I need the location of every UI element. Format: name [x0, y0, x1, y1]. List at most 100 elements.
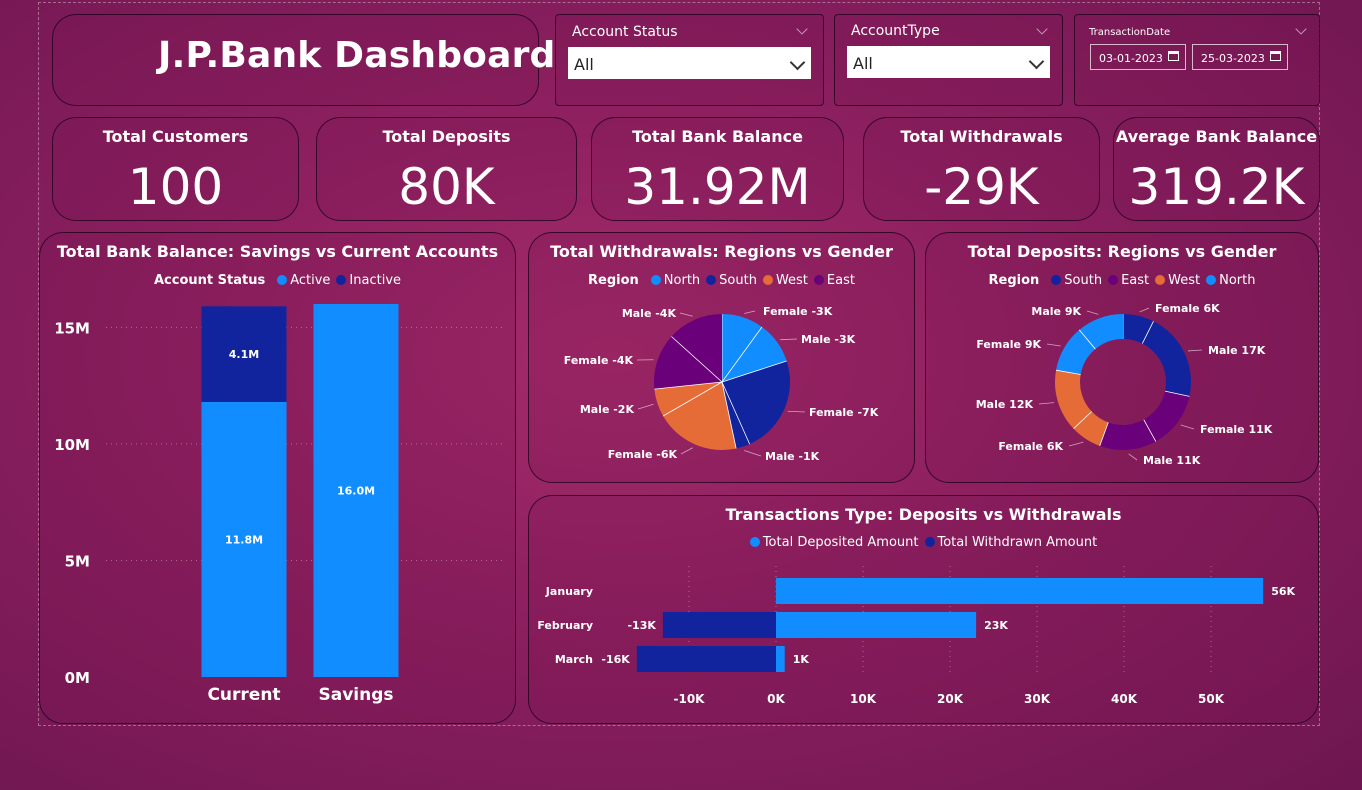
data-label: 1K [793, 653, 810, 666]
legend-item-east[interactable]: East [826, 273, 855, 288]
x-tick-label: Current [207, 685, 280, 705]
x-tick-label: 0K [767, 692, 785, 706]
slice-south [722, 382, 750, 449]
leader-line [1068, 441, 1084, 447]
data-label: Male 9K [1031, 305, 1081, 318]
slice-separator [671, 336, 723, 383]
leader-line [744, 310, 756, 314]
legend-item-deposited[interactable]: Total Deposited Amount [762, 535, 919, 550]
bar-deposited [776, 578, 1264, 604]
leader-line [1187, 349, 1203, 352]
legend-item-inactive[interactable]: Inactive [349, 273, 402, 288]
slice-west [1055, 370, 1092, 429]
bar-deposited [776, 612, 977, 638]
kpi-value: 319.2K [1128, 158, 1305, 216]
data-label: Female 6K [998, 440, 1063, 453]
kpi-card-total-customers: Total Customers 100 [52, 117, 299, 221]
legend-swatch-east [1108, 275, 1119, 285]
bar-segment-active [201, 401, 287, 677]
calendar-icon[interactable] [1168, 51, 1179, 61]
slice-separator [1141, 321, 1154, 344]
withdrawals-pie-chart: Total Withdrawals: Regions vs Gender Reg… [528, 232, 915, 483]
leader-line [1128, 453, 1138, 461]
bar-segment-active [313, 304, 399, 677]
account-type-dropdown[interactable]: All [847, 46, 1050, 78]
kpi-value: -29K [924, 158, 1039, 216]
data-label: 23K [984, 619, 1008, 632]
slicer-collapse-icon[interactable] [1036, 23, 1048, 35]
data-label: Female -6K [608, 448, 678, 461]
kpi-value: 31.92M [624, 158, 811, 216]
legend-title: Account Status [153, 273, 266, 288]
bar-withdrawn [662, 612, 776, 638]
slice-east [1099, 419, 1156, 450]
transaction-date-slicer: TransactionDate 03-01-2023 25-03-2023 [1074, 14, 1320, 106]
data-label: 56K [1271, 585, 1295, 598]
chart-title: Total Withdrawals: Regions vs Gender [550, 242, 893, 261]
kpi-card-total-deposits: Total Deposits 80K [316, 117, 577, 221]
legend-swatch-west [762, 275, 773, 285]
legend-item-south[interactable]: South [719, 273, 757, 288]
legend-swatch-west [1155, 275, 1166, 285]
legend-swatch-deposited [749, 537, 760, 547]
legend-item-active[interactable]: Active [290, 273, 331, 288]
kpi-label: Average Bank Balance [1115, 127, 1318, 146]
stacked-column-plot: 0M 5M 10M 15M 11.8M 4.1M Current 16.0M Savings [54, 304, 502, 705]
data-label: Male -3K [801, 333, 856, 346]
title-card: J.P.Bank Dashboard [52, 14, 555, 106]
account-status-value: All [574, 55, 594, 74]
calendar-icon[interactable] [1270, 51, 1281, 61]
account-status-dropdown[interactable]: All [568, 47, 811, 79]
x-tick-label: -10K [674, 692, 706, 706]
legend-swatch-inactive [336, 275, 347, 285]
slicer-collapse-icon[interactable] [1295, 23, 1307, 35]
slice-west [1073, 411, 1109, 446]
legend-item-south[interactable]: South [1064, 273, 1103, 288]
legend-item-withdrawn[interactable]: Total Withdrawn Amount [937, 535, 1098, 550]
leader-line [780, 338, 798, 341]
x-tick-label: Savings [318, 685, 393, 705]
slice-separator [1073, 411, 1092, 429]
data-label: 4.1M [229, 348, 259, 361]
data-label: -13K [627, 619, 656, 632]
data-label: Male 12K [976, 398, 1034, 411]
kpi-value: 80K [398, 158, 495, 216]
leader-line [1139, 307, 1150, 313]
legend-swatch-east [813, 275, 824, 285]
y-tick-label: 0M [65, 669, 90, 687]
start-date-value: 03-01-2023 [1099, 52, 1163, 65]
chart-title: Total Bank Balance: Savings vs Current A… [56, 242, 499, 261]
x-tick-label: 20K [937, 692, 964, 706]
transactions-bar-plot: -10K 0K 10K 20K 30K 40K 50K January 56K February 2… [537, 566, 1296, 706]
leader-line [787, 410, 806, 413]
slice-north [1056, 329, 1096, 375]
deposits-donut-chart: Total Deposits: Regions vs Gender Region… [925, 232, 1319, 483]
kpi-label: Total Bank Balance [632, 127, 803, 146]
slice-separator [721, 360, 787, 383]
legend-swatch-withdrawn [924, 537, 935, 547]
slicer-collapse-icon[interactable] [796, 23, 808, 35]
kpi-label: Total Withdrawals [900, 127, 1063, 146]
start-date-input[interactable]: 03-01-2023 [1090, 44, 1186, 70]
legend-item-north[interactable]: North [663, 273, 701, 288]
legend-swatch-north [650, 275, 661, 285]
kpi-card-total-withdrawals: Total Withdrawals -29K [863, 117, 1100, 221]
chart-title: Transactions Type: Deposits vs Withdrawa… [725, 505, 1122, 524]
legend-item-north[interactable]: North [1219, 273, 1256, 288]
legend-swatch-south [1051, 275, 1062, 285]
legend-item-west[interactable]: West [775, 273, 808, 288]
slice-separator [662, 381, 723, 417]
slice-east [671, 314, 722, 382]
leader-line [637, 403, 654, 410]
account-status-label: Account Status [572, 24, 678, 40]
page-title: J.P.Bank Dashboard [158, 35, 556, 76]
x-tick-label: 30K [1024, 692, 1051, 706]
legend-item-west[interactable]: West [1168, 273, 1201, 288]
y-tick-label: February [537, 619, 593, 632]
legend-item-east[interactable]: East [1121, 273, 1150, 288]
slice-south [722, 360, 790, 445]
slice-separator [1078, 329, 1096, 350]
data-label: Female -3K [763, 305, 833, 318]
end-date-input[interactable]: 25-03-2023 [1192, 44, 1288, 70]
kpi-card-total-bank-balance: Total Bank Balance 31.92M [591, 117, 844, 221]
